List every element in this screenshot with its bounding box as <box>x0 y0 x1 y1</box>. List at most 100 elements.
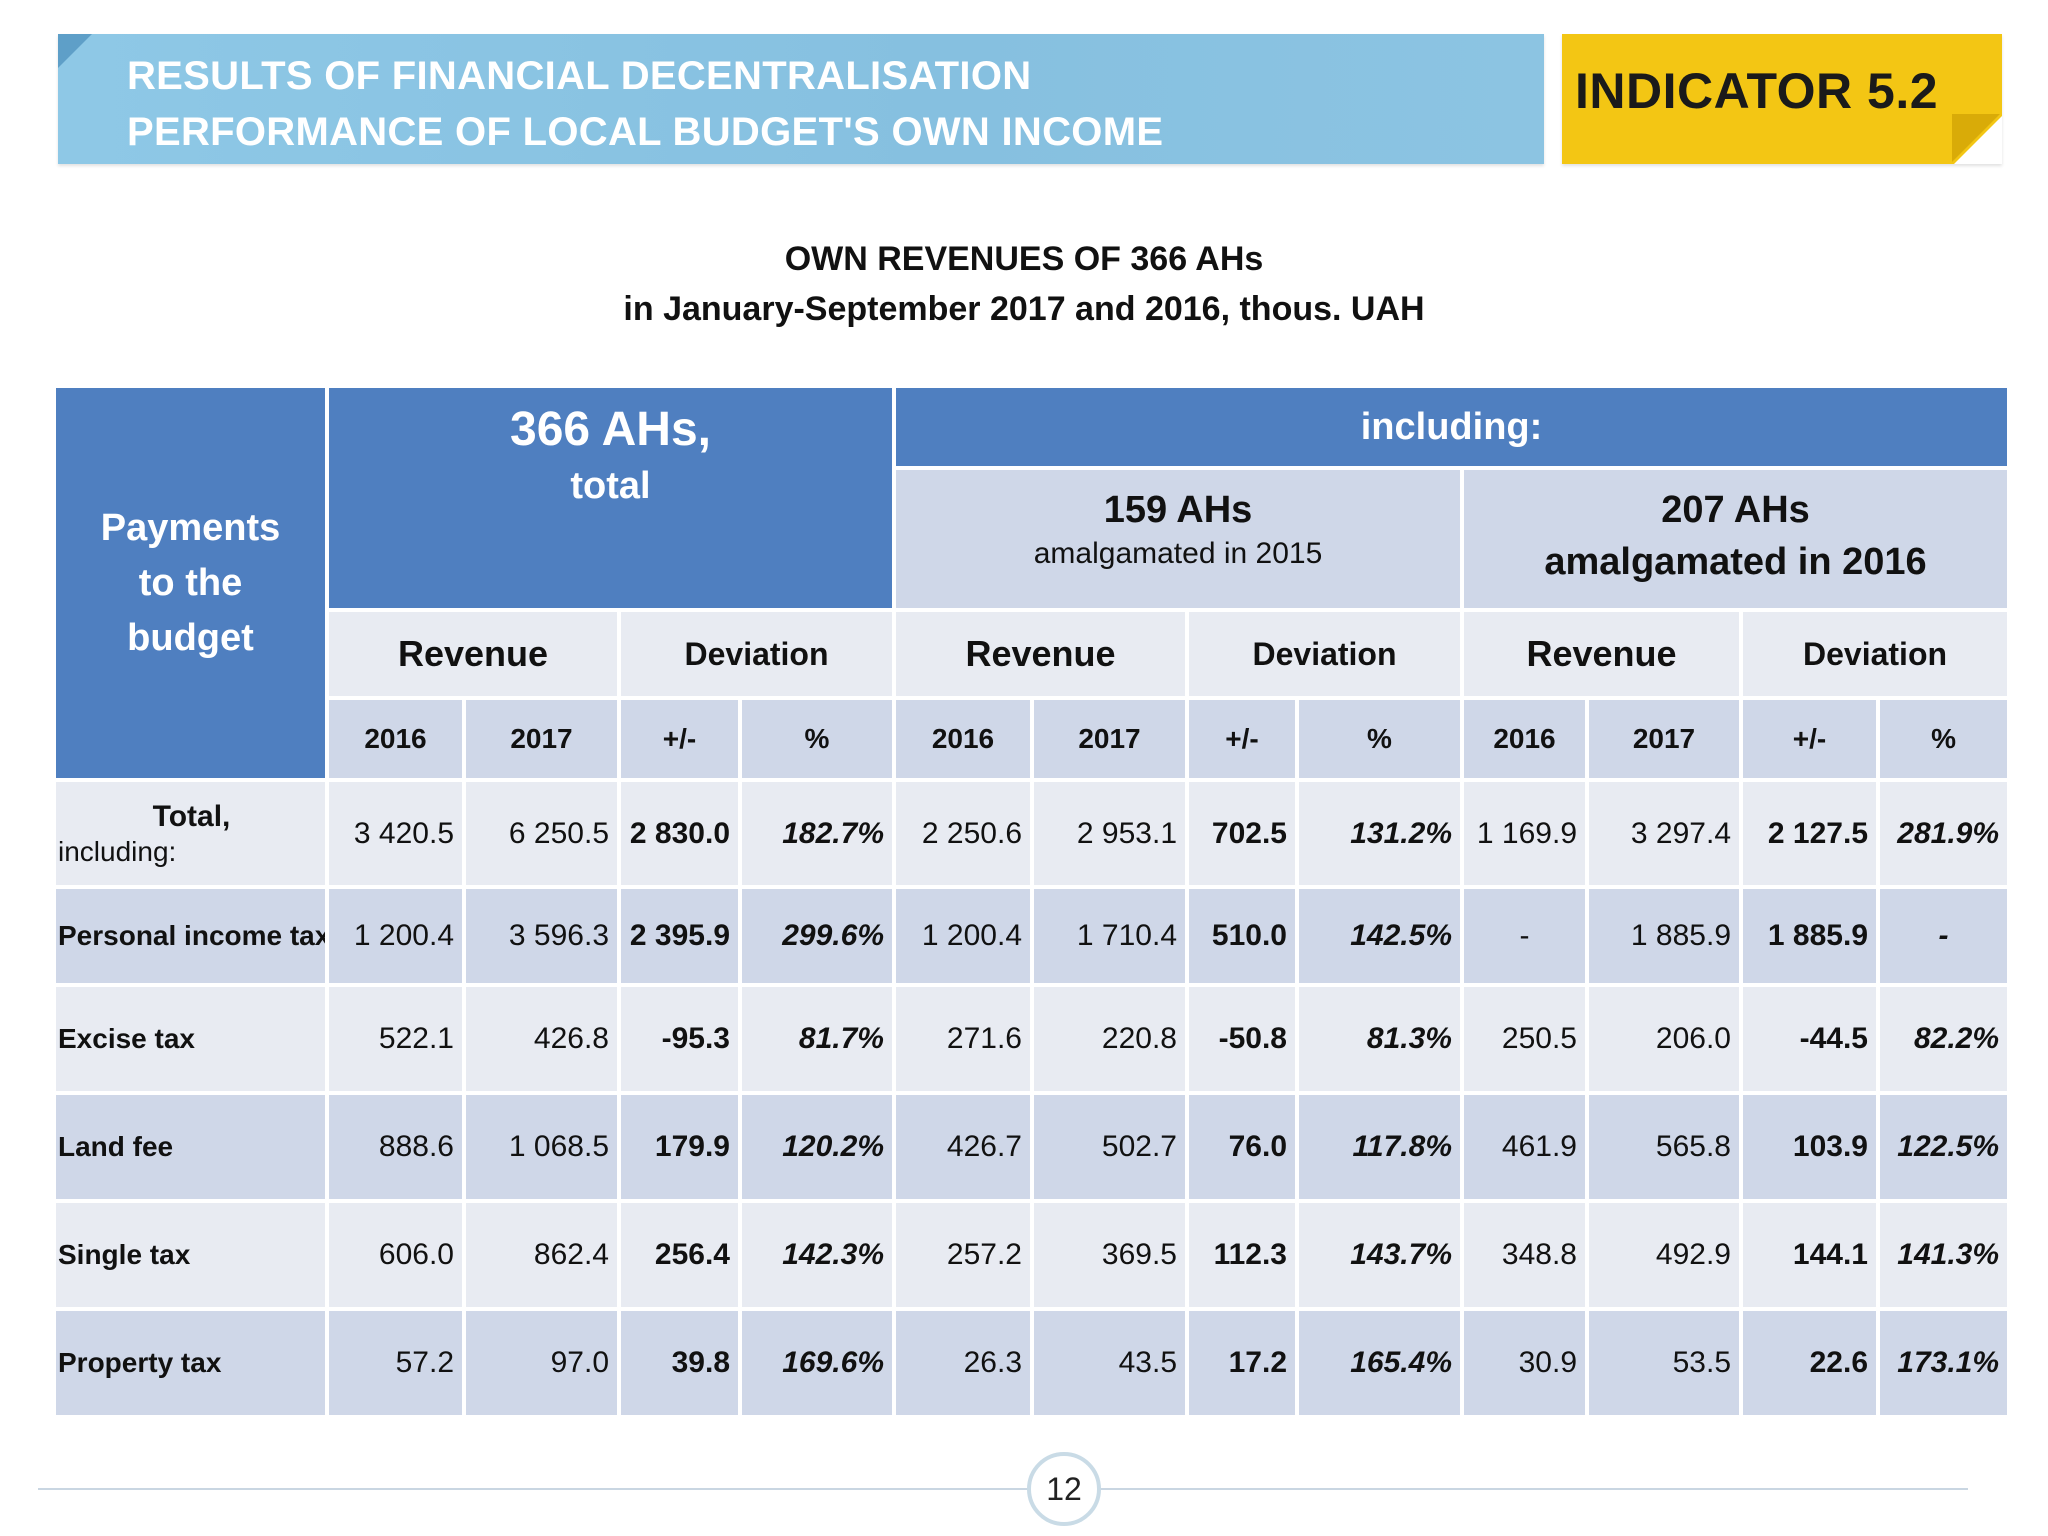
header-title: RESULTS OF FINANCIAL DECENTRALISATION PE… <box>127 48 1163 160</box>
revenue-table: Payments to the budget 366 AHs, total in… <box>52 384 2012 1419</box>
indicator-label: INDICATOR 5.2 <box>1575 63 1939 119</box>
table-caption-line1: OWN REVENUES OF 366 AHs <box>784 240 1264 278</box>
table-row: Single tax 606.0 862.4 256.4 142.3% 257.… <box>52 1199 2012 1311</box>
cell-value: 43.5 <box>1030 1307 1189 1419</box>
cell-value: 2 250.6 <box>892 778 1034 889</box>
cell-value: 120.2% <box>738 1091 896 1203</box>
col-header-percent: % <box>738 696 896 782</box>
cell-value: 141.3% <box>1875 1199 2012 1311</box>
cell-value: 57.2 <box>325 1307 466 1419</box>
cell-value: 281.9% <box>1875 778 2012 889</box>
group-total-header: 366 AHs, total <box>325 384 896 612</box>
cell-value: 53.5 <box>1585 1307 1743 1419</box>
col-header-2016: 2016 <box>325 696 466 782</box>
cell-value: 143.7% <box>1295 1199 1464 1311</box>
cell-value: 426.7 <box>892 1091 1034 1203</box>
cell-value: 606.0 <box>325 1199 466 1311</box>
col-header-2016: 2016 <box>892 696 1034 782</box>
col-header-plusminus: +/- <box>1739 696 1880 782</box>
row-label: Single tax <box>52 1199 329 1311</box>
cell-value: 522.1 <box>325 983 466 1095</box>
cell-value: 76.0 <box>1185 1091 1299 1203</box>
col-header-percent: % <box>1875 696 2012 782</box>
header-title-line1: RESULTS OF FINANCIAL DECENTRALISATION <box>127 54 1032 98</box>
indicator-fold-flap <box>1952 114 2000 162</box>
cell-value: 2 127.5 <box>1739 778 1880 889</box>
cell-value: 179.9 <box>617 1091 742 1203</box>
deviation-header-2016: Deviation <box>1738 608 2012 700</box>
including-header: including: <box>891 384 2012 470</box>
cell-value: 299.6% <box>738 885 896 987</box>
table-caption-line2: in January-September 2017 and 2016, thou… <box>623 290 1425 328</box>
indicator-badge <box>1562 34 2002 164</box>
revenue-header-2016: Revenue <box>1460 608 1743 700</box>
cell-value: - <box>1875 885 2012 987</box>
cell-value: 1 200.4 <box>892 885 1034 987</box>
cell-value: -50.8 <box>1185 983 1299 1095</box>
table-row: Excise tax 522.1 426.8 -95.3 81.7% 271.6… <box>52 983 2012 1095</box>
col-header-2016: 2016 <box>1460 696 1589 782</box>
col-header-2017: 2017 <box>1030 696 1189 782</box>
table-row-total: Total, including: 3 420.5 6 250.5 2 830.… <box>52 778 2012 889</box>
cell-value: 6 250.5 <box>462 778 621 889</box>
cell-value: 492.9 <box>1585 1199 1743 1311</box>
cell-value: 165.4% <box>1295 1307 1464 1419</box>
deviation-header-2015: Deviation <box>1185 608 1464 700</box>
deviation-header-total: Deviation <box>617 608 896 700</box>
cell-value: 2 953.1 <box>1030 778 1189 889</box>
table-caption: OWN REVENUES OF 366 AHs in January-Septe… <box>0 234 2048 334</box>
cell-value: 862.4 <box>462 1199 621 1311</box>
cell-value: 1 169.9 <box>1460 778 1589 889</box>
cell-value: 97.0 <box>462 1307 621 1419</box>
cell-value: 369.5 <box>1030 1199 1189 1311</box>
cell-value: 22.6 <box>1739 1307 1880 1419</box>
col-header-plusminus: +/- <box>617 696 742 782</box>
row-label: Personal income tax <box>52 885 329 987</box>
table-row: Personal income tax 1 200.4 3 596.3 2 39… <box>52 885 2012 987</box>
cell-value: 169.6% <box>738 1307 896 1419</box>
col-header-2017: 2017 <box>462 696 621 782</box>
cell-value: 131.2% <box>1295 778 1464 889</box>
cell-value: 3 596.3 <box>462 885 621 987</box>
cell-value: 220.8 <box>1030 983 1189 1095</box>
group-2016-header: 207 AHs amalgamated in 2016 <box>1459 466 2012 612</box>
cell-value: 1 710.4 <box>1030 885 1189 987</box>
table-row: Land fee 888.6 1 068.5 179.9 120.2% 426.… <box>52 1091 2012 1203</box>
cell-value: 39.8 <box>617 1307 742 1419</box>
cell-value: 271.6 <box>892 983 1034 1095</box>
cell-value: 122.5% <box>1875 1091 2012 1203</box>
cell-value: 1 068.5 <box>462 1091 621 1203</box>
cell-value: 426.8 <box>462 983 621 1095</box>
cell-value: 117.8% <box>1295 1091 1464 1203</box>
cell-value: 2 830.0 <box>617 778 742 889</box>
cell-value: 256.4 <box>617 1199 742 1311</box>
cell-value: -95.3 <box>617 983 742 1095</box>
cell-value: 173.1% <box>1875 1307 2012 1419</box>
col-header-percent: % <box>1295 696 1464 782</box>
footer-divider <box>38 1488 1968 1490</box>
cell-value: 206.0 <box>1585 983 1743 1095</box>
row-label: Property tax <box>52 1307 329 1419</box>
col-header-2017: 2017 <box>1585 696 1743 782</box>
cell-value: 510.0 <box>1185 885 1299 987</box>
cell-value: 3 420.5 <box>325 778 466 889</box>
cell-value: 1 885.9 <box>1585 885 1743 987</box>
col-header-plusminus: +/- <box>1185 696 1299 782</box>
cell-value: - <box>1460 885 1589 987</box>
subheader-row: 2016 2017 +/- % 2016 2017 +/- % 2016 201… <box>54 696 2012 782</box>
cell-value: 250.5 <box>1460 983 1589 1095</box>
page-number: 12 <box>1027 1452 1101 1526</box>
cell-value: 702.5 <box>1185 778 1299 889</box>
cell-value: 1 200.4 <box>325 885 466 987</box>
cell-value: 257.2 <box>892 1199 1034 1311</box>
cell-value: 142.5% <box>1295 885 1464 987</box>
group-2015-header: 159 AHs amalgamated in 2015 <box>892 466 1464 612</box>
cell-value: 103.9 <box>1739 1091 1880 1203</box>
revenue-header-total: Revenue <box>325 608 621 700</box>
cell-value: 30.9 <box>1460 1307 1589 1419</box>
cell-value: 888.6 <box>325 1091 466 1203</box>
cell-value: 348.8 <box>1460 1199 1589 1311</box>
header-banner <box>58 34 1544 164</box>
cell-value: 81.7% <box>738 983 896 1095</box>
banner-corner-decoration <box>58 34 92 68</box>
